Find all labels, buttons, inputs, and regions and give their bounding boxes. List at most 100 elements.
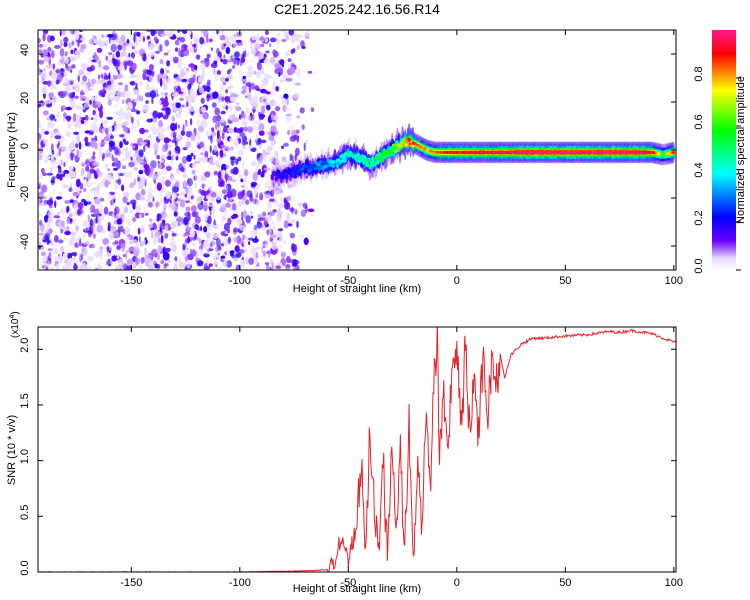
spectrogram-cell <box>255 163 260 168</box>
spectrogram-cell <box>286 212 291 221</box>
spectrogram-cell <box>229 96 237 102</box>
spectrogram-cell <box>304 31 311 37</box>
spectrogram-cell <box>110 43 117 53</box>
spectrogram-cell <box>82 75 87 82</box>
spectrogram-cell <box>162 125 165 134</box>
colorbar-gradient <box>712 30 736 270</box>
spectrogram-cell <box>47 103 52 108</box>
spectrogram-cell <box>173 263 178 270</box>
spectrogram-cell <box>95 101 102 105</box>
spectrogram-cell <box>38 176 44 180</box>
spectrogram-cell <box>198 157 205 163</box>
spectrogram-cell <box>124 84 129 92</box>
x-tick-label: 50 <box>559 577 571 589</box>
spectrogram-cell <box>190 40 193 46</box>
spectrogram-cell <box>193 154 196 160</box>
spectrogram-cell <box>290 194 295 200</box>
spectrogram-cell <box>234 51 240 58</box>
spectrogram-cell <box>356 152 360 157</box>
spectrogram-cell <box>282 170 286 173</box>
spectrogram-cell <box>289 232 295 239</box>
spectrogram-cell <box>276 245 283 249</box>
spectrogram-cell <box>216 70 221 75</box>
spectrogram-cell <box>117 74 124 79</box>
spectrogram-cell <box>188 88 195 97</box>
spectrogram-cell <box>53 118 57 122</box>
spectrogram-cell <box>260 88 267 94</box>
spectrogram-cell <box>38 191 44 199</box>
spectrogram-cell <box>226 196 229 204</box>
spectrogram-cell <box>220 58 223 63</box>
spectrogram-cell <box>216 30 219 35</box>
spectrogram-cell <box>355 158 359 162</box>
spectrogram-cell <box>73 131 79 135</box>
spectrogram-cell <box>51 95 57 104</box>
spectrogram-cell <box>169 241 176 247</box>
spectrogram-cell <box>226 55 232 61</box>
spectrogram-cell <box>247 145 254 149</box>
spectrogram-cell <box>222 215 226 219</box>
spectrogram-cell <box>217 266 222 270</box>
spectrogram-cell <box>256 108 260 113</box>
spectrogram-cell <box>84 83 89 93</box>
spectrogram-cell <box>278 72 281 77</box>
spectrogram-cell <box>296 34 303 39</box>
spectrogram-cell <box>254 199 257 205</box>
spectrogram-cell <box>75 225 79 232</box>
spectrogram-cell <box>189 105 195 112</box>
spectrogram-cell <box>252 238 259 243</box>
spectrogram-cell <box>71 139 75 144</box>
spectrogram-cell <box>220 144 225 148</box>
spectrogram-cell <box>75 104 82 111</box>
spectrogram-cell <box>273 101 278 107</box>
spectrogram-cell <box>116 253 120 260</box>
spectrogram-cell <box>117 44 123 51</box>
spectrogram-cell <box>46 172 54 176</box>
spectrogram-cell <box>274 231 280 237</box>
spectrogram-cell <box>213 144 218 154</box>
spectrogram-cell <box>194 182 197 189</box>
spectrogram-cell <box>200 30 204 34</box>
spectrogram-cell <box>51 149 55 155</box>
spectrogram-cell <box>227 146 234 154</box>
spectrogram-cell <box>175 102 181 109</box>
spectrogram-cell <box>71 40 75 46</box>
spectrogram-cell <box>266 229 270 236</box>
spectrogram-cell <box>206 94 211 99</box>
spectrogram-cell <box>65 160 69 163</box>
spectrogram-cell <box>264 180 271 189</box>
spectrogram-cell <box>114 206 120 215</box>
spectrogram-cell <box>118 172 125 177</box>
spectrogram-cell <box>220 118 225 123</box>
spectrogram-cell <box>69 184 73 188</box>
spectrogram-cell <box>160 235 164 244</box>
spectrogram-cell <box>280 79 284 83</box>
spectrogram-cell <box>265 30 268 35</box>
spectrogram-cell <box>47 217 53 224</box>
spectrogram-cell <box>181 156 188 165</box>
spectrogram-cell <box>83 187 87 192</box>
spectrogram-cell <box>248 257 255 265</box>
spectrogram-cell <box>48 240 51 244</box>
spectrogram-cell <box>220 231 226 236</box>
spectrogram-cell <box>130 116 134 124</box>
spectrogram-cell <box>235 128 242 134</box>
spectrogram-cell <box>231 253 235 259</box>
spectrogram-cell <box>60 245 64 253</box>
spectrogram-cell <box>238 114 242 120</box>
spectrogram-cell <box>49 124 52 128</box>
spectrogram-cell <box>124 147 128 152</box>
spectrogram-cell <box>257 52 265 60</box>
spectrogram-cell <box>38 80 44 84</box>
spectrogram-cell <box>251 215 254 219</box>
spectrogram-cell <box>238 137 241 142</box>
x-tick-label: -100 <box>229 275 251 287</box>
spectrogram-cell <box>103 206 109 215</box>
spectrogram-cell <box>104 149 110 158</box>
spectrogram-cell <box>211 206 216 215</box>
spectrogram-cell <box>148 218 153 223</box>
spectrogram-cell <box>95 168 101 174</box>
spectrogram-cell <box>214 159 220 166</box>
spectrogram-cell <box>187 83 192 91</box>
spectrogram-cell <box>103 75 110 80</box>
